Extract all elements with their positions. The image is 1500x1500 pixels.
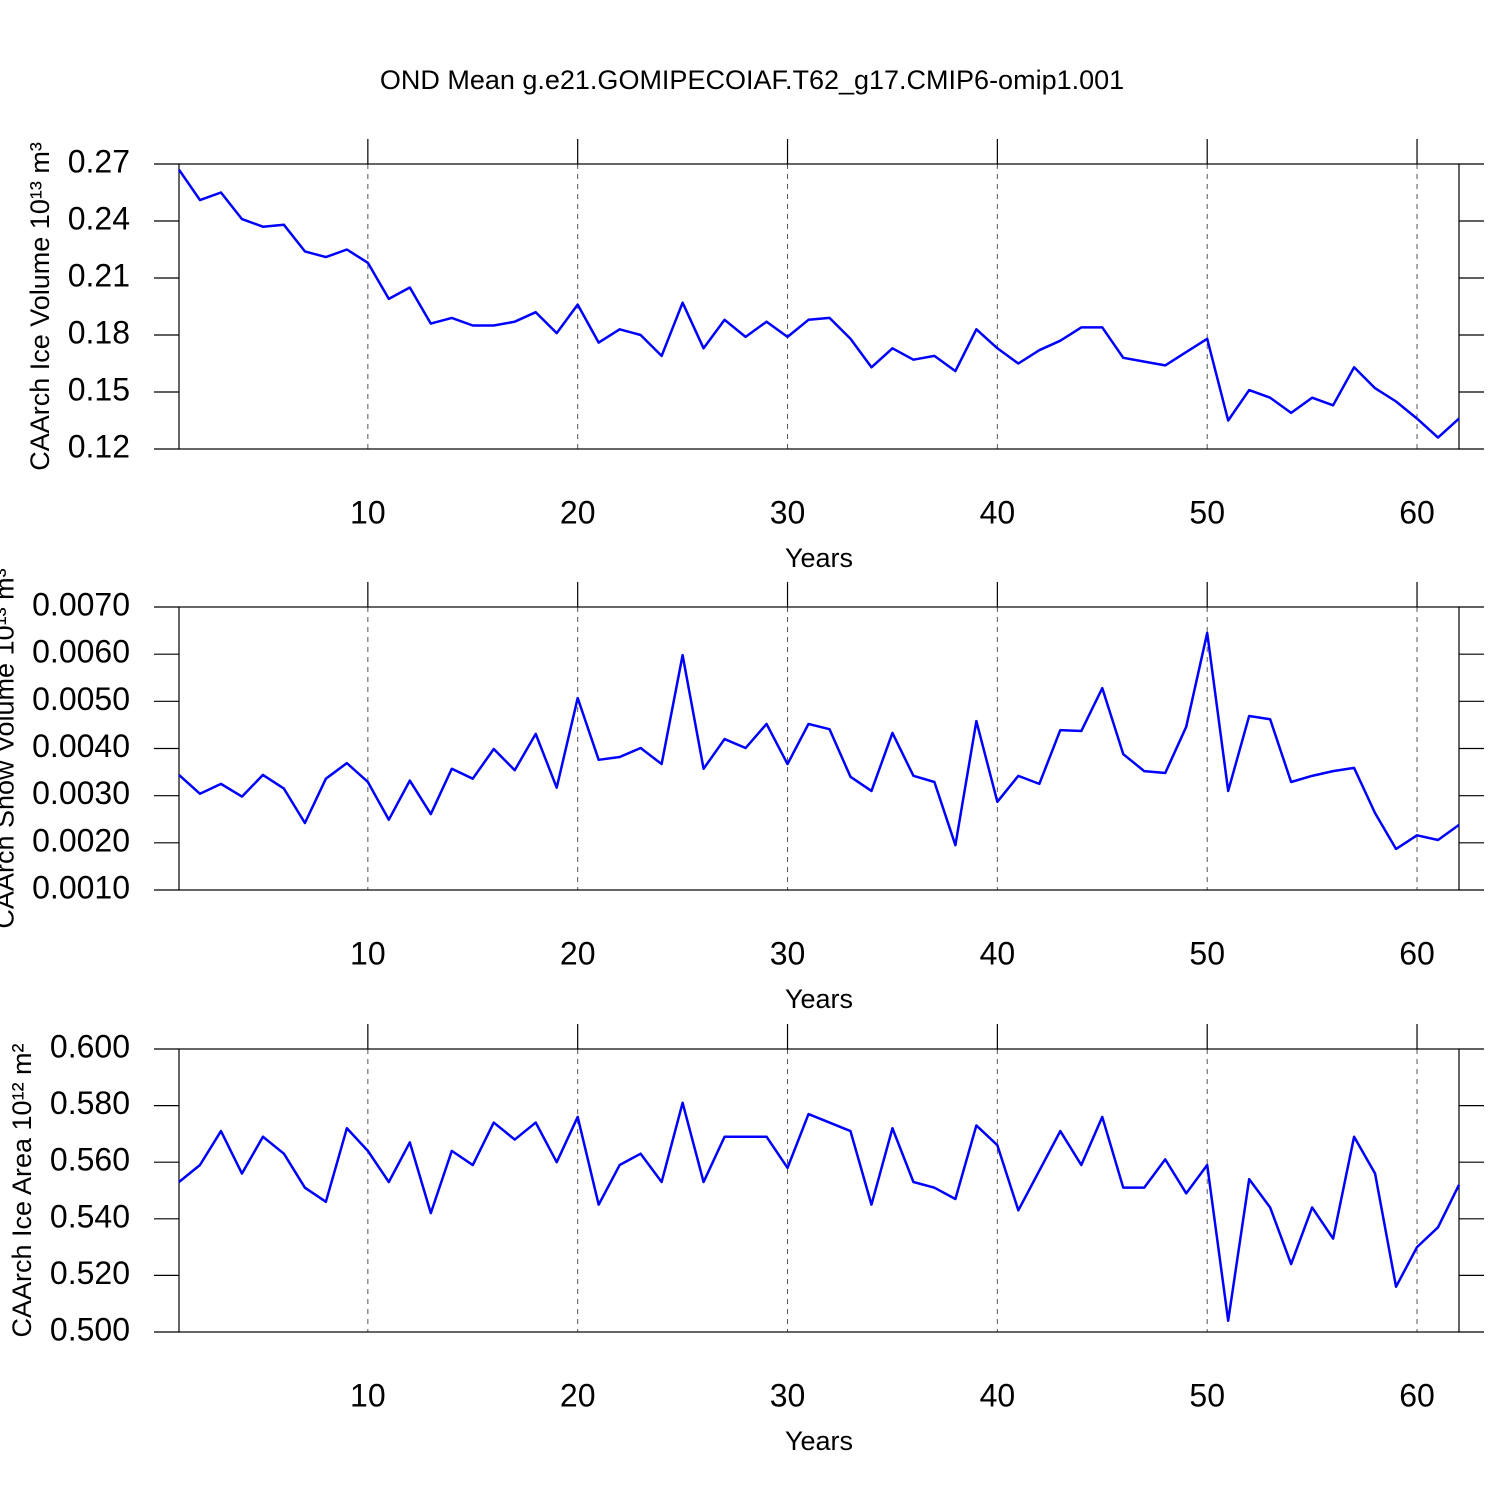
chart-title: OND Mean g.e21.GOMIPECOIAF.T62_g17.CMIP6… [380,65,1124,95]
x-tick-label: 20 [560,1377,596,1413]
y-axis-label: CAArch Snow Volume 10¹³ m³ [0,568,19,928]
y-axis-label: CAArch Ice Volume 10¹³ m³ [25,142,55,471]
y-axis-label: CAArch Ice Area 10¹² m² [7,1043,37,1337]
x-tick-label: 50 [1189,494,1225,530]
x-tick-label: 30 [770,1377,806,1413]
x-tick-label: 60 [1399,494,1435,530]
x-tick-label: 30 [770,935,806,971]
data-line [177,168,1460,439]
x-axis-label: Years [785,984,853,1014]
y-tick-label: 0.520 [50,1255,130,1291]
y-tick-label: 0.0070 [32,586,130,622]
x-tick-label: 10 [350,494,386,530]
x-tick-label: 40 [980,494,1016,530]
x-tick-label: 10 [350,935,386,971]
x-tick-label: 20 [560,935,596,971]
y-tick-label: 0.21 [68,257,130,293]
y-tick-label: 0.540 [50,1198,130,1234]
y-tick-label: 0.0060 [32,634,130,670]
x-axis-label: Years [785,543,853,573]
y-tick-label: 0.27 [68,143,130,179]
plot-frame [178,1048,1460,1333]
y-tick-label: 0.0010 [32,869,130,905]
y-tick-label: 0.0040 [32,728,130,764]
x-tick-label: 20 [560,494,596,530]
y-tick-label: 0.500 [50,1311,130,1347]
plot-frame [178,163,1460,450]
y-tick-label: 0.580 [50,1085,130,1121]
data-line [178,1101,1461,1322]
x-tick-label: 50 [1189,1377,1225,1413]
y-tick-label: 0.600 [50,1028,130,1064]
plot-frame [178,606,1460,891]
x-tick-label: 60 [1399,935,1435,971]
x-tick-label: 40 [980,1377,1016,1413]
x-axis-label: Years [785,1426,853,1456]
y-tick-label: 0.18 [68,314,130,350]
x-tick-label: 40 [980,935,1016,971]
x-tick-label: 30 [770,494,806,530]
x-tick-label: 50 [1189,935,1225,971]
y-tick-label: 0.0050 [32,681,130,717]
y-tick-label: 0.0020 [32,822,130,858]
x-tick-label: 60 [1399,1377,1435,1413]
y-tick-label: 0.12 [68,428,130,464]
y-tick-label: 0.560 [50,1142,130,1178]
x-tick-label: 10 [350,1377,386,1413]
y-tick-label: 0.24 [68,200,130,236]
y-tick-label: 0.15 [68,371,130,407]
y-tick-label: 0.0030 [32,775,130,811]
data-line [178,631,1460,851]
